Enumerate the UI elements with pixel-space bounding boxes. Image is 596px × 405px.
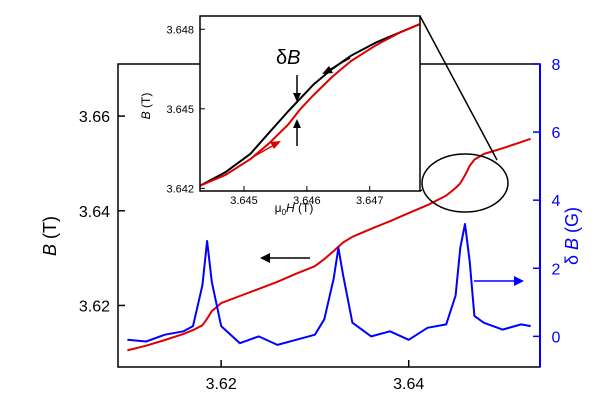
- inset-xlabel: μ0H (T): [275, 201, 314, 217]
- inset-x-tick-label: 3.645: [230, 195, 258, 207]
- inset-arrow-black-left: [322, 57, 351, 74]
- y-left-tick-label: 3.64: [79, 204, 110, 221]
- inset-series-line-black: [200, 23, 420, 187]
- arrow-right-blue: [474, 276, 524, 286]
- delta-b-arrow-up: [293, 119, 301, 146]
- main-series-line-delta-b: [127, 223, 531, 346]
- right-axis-title-delta: δ: [562, 250, 582, 265]
- left-axis-title-text: B (T): [40, 216, 60, 256]
- left-axis-title-symbol: B: [40, 244, 60, 256]
- y-right-tick-label: 6: [552, 125, 561, 142]
- inset-ylabel-symbol: B: [139, 111, 153, 119]
- inset-ylabel-text: B (T): [139, 93, 153, 120]
- inset-y-tick-label: 3.642: [166, 183, 194, 195]
- delta-b-symbol: B: [287, 47, 300, 69]
- y-right-tick-label: 2: [552, 261, 561, 278]
- main-series: [127, 137, 531, 352]
- inset-y-tick-label: 3.648: [166, 24, 194, 36]
- inset-xlabel-unit: (T): [295, 201, 314, 215]
- inset-xlabel-text: μ0H (T): [275, 201, 314, 217]
- delta-b-arrow-down: [293, 75, 301, 102]
- right-axis-title-text: δ B (G): [562, 207, 582, 265]
- left-axis-title-unit: (T): [40, 216, 60, 244]
- inset-xlabel-mu: μ: [275, 201, 282, 215]
- delta-b-delta: δ: [276, 47, 287, 69]
- inset-series: [200, 23, 420, 187]
- inset-arrow-red-right: [252, 141, 281, 158]
- zoom-ellipse: [421, 153, 509, 213]
- y-left-tick-label: 3.66: [79, 109, 110, 126]
- inset-frame: [199, 15, 421, 192]
- inset-series-line-red: [200, 23, 420, 187]
- arrow-left-black: [260, 253, 310, 263]
- inset-y-tick-label: 3.645: [166, 104, 194, 116]
- y-right-tick-label: 8: [552, 57, 561, 74]
- x-tick-label: 3.64: [393, 376, 424, 393]
- inset-ylabel-unit: (T): [139, 93, 153, 112]
- zoom-connector-1: [419, 15, 498, 161]
- y-right-tick-label: 4: [552, 193, 561, 210]
- right-axis-title-unit: (G): [562, 207, 582, 238]
- main-ticks: 3.62 3.64 3.62 3.64 3.66 0 2 4 6 8: [79, 57, 561, 393]
- y-left-tick-label: 3.62: [79, 298, 110, 315]
- inset-xlabel-sub: 0: [282, 208, 287, 217]
- main-series-line-b: [127, 137, 531, 352]
- right-axis-title-symbol: B: [562, 238, 582, 250]
- left-axis-title: B (T): [40, 216, 60, 256]
- y-right-tick-label: 0: [552, 329, 561, 346]
- x-tick-label: 3.62: [206, 376, 237, 393]
- inset-background: [200, 16, 420, 191]
- inset-x-tick-label: 3.647: [356, 195, 384, 207]
- delta-b-annotation: δB: [276, 47, 300, 69]
- inset-x-tick-label: 3.646: [293, 195, 321, 207]
- inset-ticks: 3.645 3.646 3.647 3.642 3.645 3.648: [166, 24, 383, 207]
- right-axis-title: δ B (G): [562, 207, 582, 265]
- inset-xlabel-symbol: H: [286, 201, 295, 215]
- inset-ylabel: B (T): [139, 93, 153, 120]
